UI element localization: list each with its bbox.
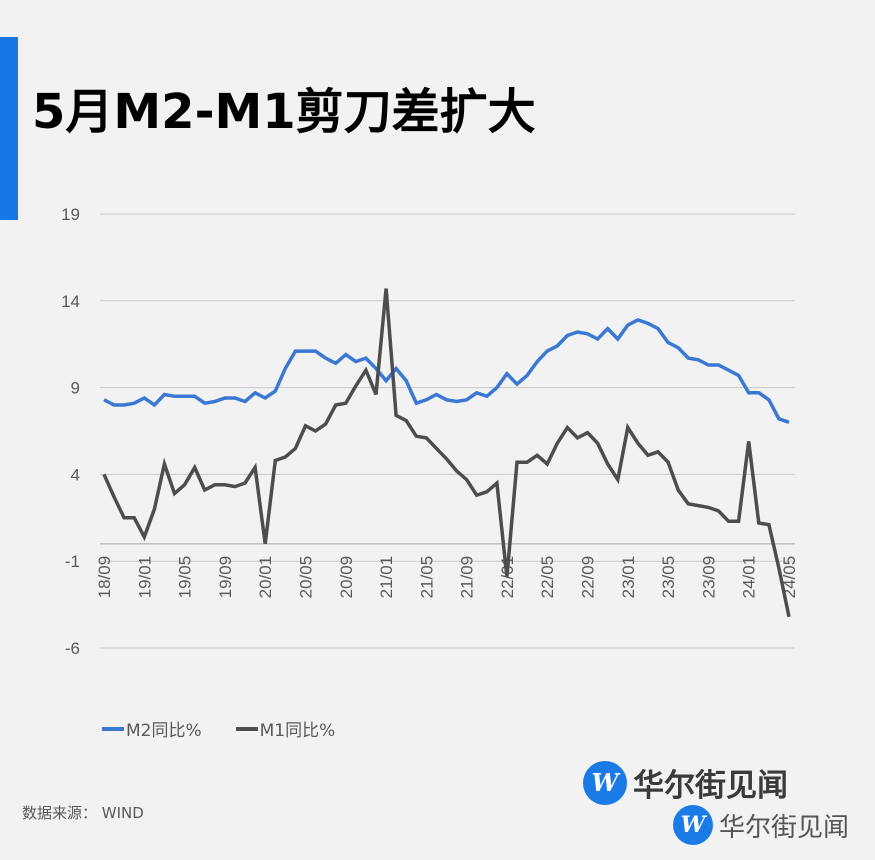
y-gridlines [100, 213, 795, 649]
y-tick-label: 4 [71, 465, 80, 484]
x-tick-label: 22/01 [498, 556, 517, 599]
x-tick-label: 20/05 [296, 556, 315, 599]
x-tick-label: 19/05 [176, 556, 195, 599]
y-tick-label: 14 [61, 292, 80, 311]
legend-label-m1: M1同比% [259, 721, 336, 741]
series-lines [102, 288, 791, 618]
x-tick-label: 22/09 [579, 556, 598, 599]
y-tick-label: -6 [65, 639, 80, 658]
x-tick-label: 21/01 [377, 556, 396, 599]
y-tick-label: 9 [71, 379, 80, 398]
x-tick-label: 22/05 [538, 556, 557, 599]
x-tick-label: 24/01 [740, 556, 759, 599]
legend-item-m2: M2同比% [102, 716, 202, 741]
x-tick-label: 23/05 [659, 556, 678, 599]
watermark-logo: W 华尔街见闻 [583, 760, 788, 805]
watermark-text: 华尔街见闻 [719, 812, 850, 843]
x-tick-label: 18/09 [95, 556, 114, 599]
legend-label-m2: M2同比% [126, 721, 202, 741]
accent-bar [0, 37, 18, 220]
x-tick-label: 19/01 [135, 556, 154, 599]
data-source-note: 数据来源： WIND [22, 804, 144, 822]
page-title: 5月M2-M1剪刀差扩大 [32, 84, 536, 140]
legend-swatch-m2 [102, 726, 124, 731]
wallstreetcn-logo-icon: W [583, 760, 627, 805]
y-tick-label: 19 [61, 205, 80, 224]
line-chart: 19 14 9 4 -1 -6 18/09 19/01 19/05 19/09 20/01 20/0… [61, 205, 799, 658]
x-tick-label: 23/01 [619, 556, 638, 599]
series-line-m2 [103, 318, 790, 424]
x-tick-label: 21/09 [458, 556, 477, 599]
x-tick-label: 23/09 [699, 556, 718, 599]
legend-item-m1: M1同比% [235, 716, 336, 741]
watermark-logo-secondary: W 华尔街见闻 [673, 805, 849, 845]
series-line-m1 [102, 288, 791, 618]
x-axis-labels: 18/09 19/01 19/05 19/09 20/01 20/05 20/09 21/01… [95, 556, 799, 599]
x-tick-label: 21/05 [417, 556, 436, 599]
y-tick-label: -1 [65, 552, 80, 571]
x-tick-label: 20/01 [256, 556, 275, 599]
x-tick-label: 20/09 [337, 556, 356, 599]
chart-legend: M2同比% M1同比% [102, 716, 335, 741]
y-axis-labels: 19 14 9 4 -1 -6 [61, 205, 80, 658]
x-tick-label: 19/09 [216, 556, 235, 599]
wallstreetcn-logo-icon: W [673, 805, 713, 845]
legend-swatch-m1 [235, 726, 258, 731]
watermark-text: 华尔街见闻 [633, 768, 788, 804]
